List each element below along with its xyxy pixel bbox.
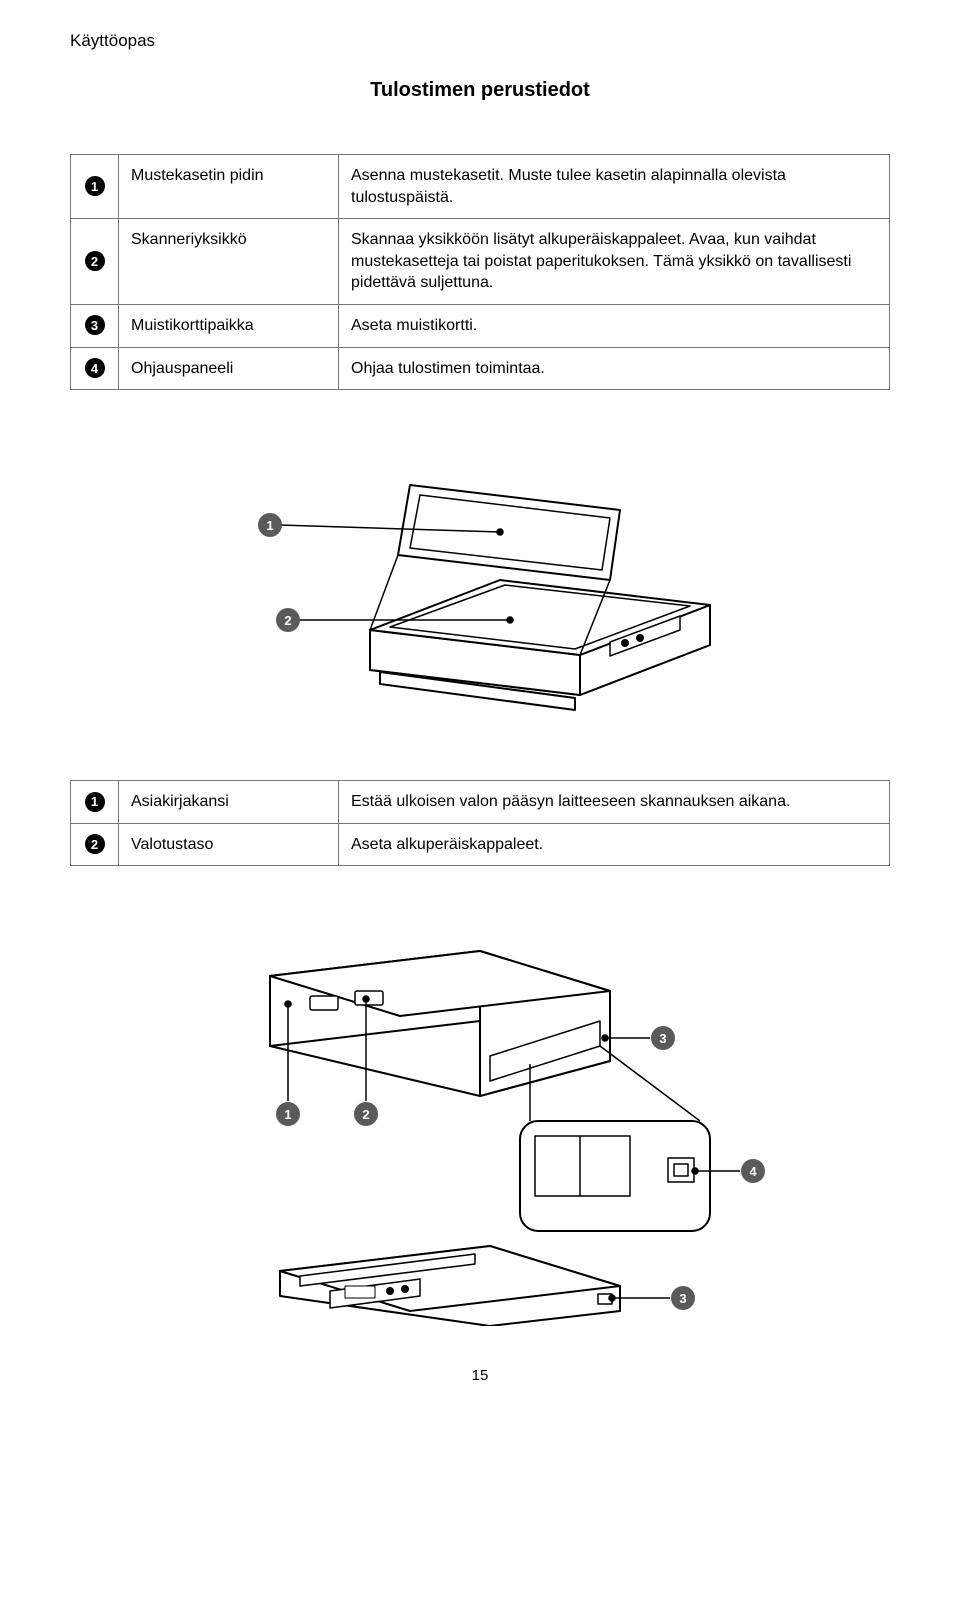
figure-scanner-open: 1 2 [70,420,890,740]
callout-3: 3 [659,1031,666,1046]
table-row: 2 Valotustaso Aseta alkuperäiskappaleet. [71,823,890,866]
row-number-badge: 4 [85,358,105,378]
callout-2: 2 [362,1107,369,1122]
part-name: Mustekasetin pidin [119,154,339,218]
callout-2: 2 [284,613,291,628]
part-description: Asenna mustekasetit. Muste tulee kasetin… [339,154,890,218]
section-title: Tulostimen perustiedot [70,77,890,104]
part-name: Muistikorttipaikka [119,304,339,347]
parts-table-1: 1 Mustekasetin pidin Asenna mustekasetit… [70,154,890,390]
table-row: 1 Asiakirjakansi Estää ulkoisen valon pä… [71,781,890,824]
callout-1: 1 [266,518,273,533]
part-name: Valotustaso [119,823,339,866]
row-number-badge: 2 [85,251,105,271]
part-description: Estää ulkoisen valon pääsyn laitteeseen … [339,781,890,824]
part-name: Asiakirjakansi [119,781,339,824]
part-name: Ohjauspaneeli [119,347,339,390]
parts-table-2: 1 Asiakirjakansi Estää ulkoisen valon pä… [70,780,890,866]
figure-printer-ports: 1 2 3 4 3 [70,896,890,1326]
row-number-badge: 2 [85,834,105,854]
callout-1: 1 [284,1107,291,1122]
callout-3b: 3 [679,1291,686,1306]
table-row: 2 Skanneriyksikkö Skannaa yksikköön lisä… [71,219,890,305]
document-type: Käyttöopas [70,30,890,53]
table-row: 3 Muistikorttipaikka Aseta muistikortti. [71,304,890,347]
table-row: 1 Mustekasetin pidin Asenna mustekasetit… [71,154,890,218]
part-description: Aseta muistikortti. [339,304,890,347]
part-description: Aseta alkuperäiskappaleet. [339,823,890,866]
row-number-badge: 3 [85,315,105,335]
row-number-badge: 1 [85,176,105,196]
callout-4: 4 [749,1164,757,1179]
table-row: 4 Ohjauspaneeli Ohjaa tulostimen toimint… [71,347,890,390]
part-description: Ohjaa tulostimen toimintaa. [339,347,890,390]
page-number: 15 [70,1366,890,1386]
part-description: Skannaa yksikköön lisätyt alkuperäiskapp… [339,219,890,305]
row-number-badge: 1 [85,792,105,812]
part-name: Skanneriyksikkö [119,219,339,305]
